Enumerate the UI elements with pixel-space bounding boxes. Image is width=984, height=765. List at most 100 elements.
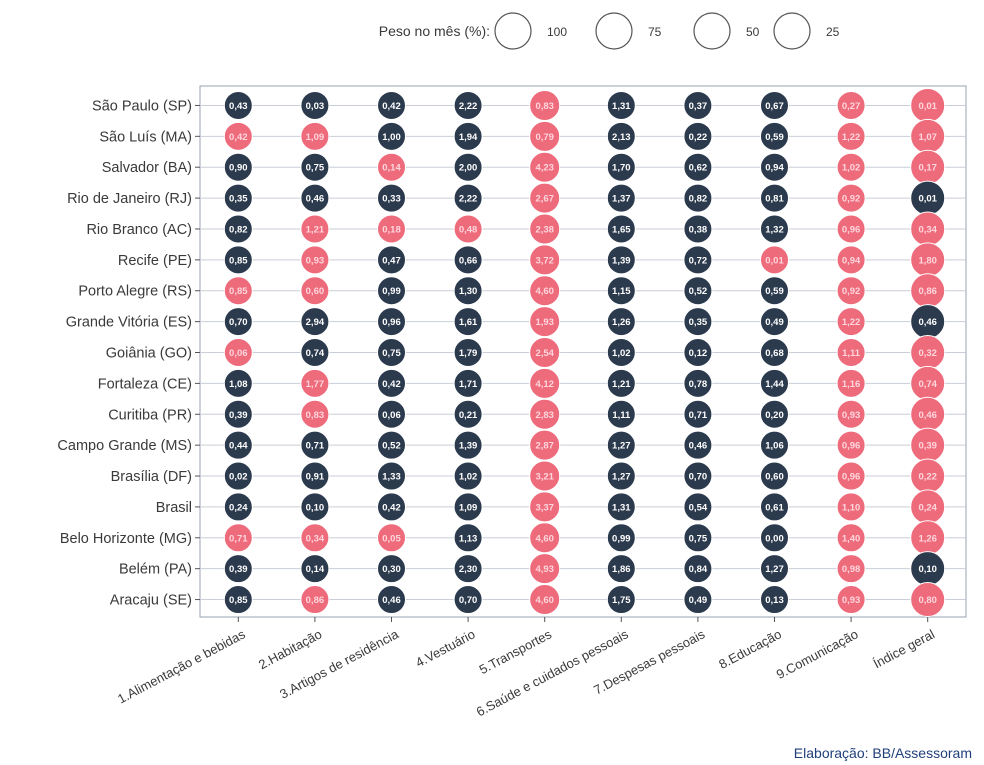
bubble	[377, 245, 406, 275]
bubble	[300, 90, 330, 120]
bubble	[683, 585, 713, 615]
bubble-value: 1,10	[842, 502, 861, 513]
bubble-value: 1,39	[612, 255, 631, 266]
bubble-value: 0,83	[306, 410, 325, 421]
bubble	[300, 338, 330, 367]
bubble	[836, 276, 866, 306]
bubble	[529, 429, 561, 461]
bubble-value: 1,44	[765, 379, 784, 390]
legend-size-label: 75	[648, 25, 662, 39]
credit-text: Elaboração: BB/Assessoram	[793, 745, 972, 761]
bubble-value: 0,94	[765, 163, 784, 174]
bubble	[300, 461, 330, 491]
bubble-value: 0,06	[229, 348, 248, 359]
bubble	[760, 585, 789, 615]
bubble	[529, 398, 561, 430]
bubble	[683, 245, 713, 275]
bubble	[760, 368, 789, 398]
bubble-value: 0,92	[842, 286, 861, 297]
bubble-value: 1,39	[459, 441, 478, 452]
row-label: Curitiba (PR)	[108, 407, 192, 423]
bubble	[453, 585, 483, 615]
bubble	[300, 585, 330, 615]
bubble	[223, 461, 253, 491]
column-label: Índice geral	[871, 626, 937, 671]
bubble	[377, 368, 406, 398]
bubble-value: 0,46	[382, 595, 401, 606]
bubble-value: 0,70	[229, 317, 248, 328]
bubble	[300, 245, 330, 275]
bubble	[453, 368, 483, 398]
row-label: Brasília (DF)	[111, 469, 192, 485]
bubble-value: 0,21	[459, 410, 478, 421]
bubble	[836, 307, 866, 337]
bubble	[836, 183, 866, 213]
bubble	[529, 306, 561, 338]
column-label: 2.Habitação	[256, 626, 324, 672]
bubble-value: 1,11	[842, 348, 861, 359]
bubble-value: 1,77	[306, 379, 325, 390]
bubble-value: 1,26	[612, 317, 631, 328]
bubble-value: 0,74	[306, 348, 325, 359]
bubble-value: 0,99	[382, 286, 401, 297]
legend-size-label: 25	[826, 25, 840, 39]
bubble	[836, 121, 866, 151]
bubble	[300, 307, 330, 337]
bubble	[453, 554, 483, 584]
bubble	[760, 399, 789, 429]
bubble-value: 0,98	[842, 564, 861, 575]
bubble-value: 0,71	[689, 410, 708, 421]
bubble	[223, 585, 253, 615]
bubble	[223, 492, 253, 522]
bubble	[606, 368, 636, 398]
bubble	[606, 585, 636, 615]
bubble	[760, 492, 789, 522]
bubble	[529, 522, 561, 554]
bubble-value: 1,93	[535, 317, 554, 328]
legend-size-circle	[693, 12, 731, 50]
bubble-value: 2,00	[459, 163, 478, 174]
bubble	[606, 338, 636, 367]
bubble-value: 4,60	[535, 286, 554, 297]
bubble-value: 0,85	[229, 595, 248, 606]
bubble-value: 3,21	[535, 472, 554, 483]
bubble-value: 1,09	[459, 502, 478, 513]
bubble	[606, 492, 636, 522]
bubble	[453, 307, 483, 337]
bubble-value: 1,00	[382, 132, 401, 143]
bubble-value: 0,70	[459, 595, 478, 606]
bubble	[683, 90, 713, 120]
bubble-value: 0,02	[229, 472, 248, 483]
bubble-value: 2,94	[306, 317, 325, 328]
bubble-value: 1,21	[306, 224, 325, 235]
bubble	[683, 307, 713, 337]
bubble-value: 0,33	[382, 194, 401, 205]
bubble-value: 1,22	[842, 317, 861, 328]
bubble-value: 0,42	[382, 101, 401, 112]
bubble	[377, 90, 406, 120]
bubble	[760, 152, 789, 182]
bubble	[529, 151, 561, 183]
bubble-value: 3,72	[535, 255, 554, 266]
bubble	[683, 276, 713, 306]
bubble	[453, 152, 483, 182]
bubble	[529, 367, 561, 399]
legend-size-label: 100	[547, 25, 567, 39]
bubble	[683, 368, 713, 398]
bubble-value: 0,84	[689, 564, 708, 575]
bubble	[223, 523, 253, 553]
bubble-value: 0,91	[306, 472, 325, 483]
bubble	[453, 338, 483, 367]
bubble-value: 0,86	[918, 286, 937, 297]
bubble	[836, 585, 866, 615]
row-label: Belo Horizonte (MG)	[60, 531, 192, 547]
bubble	[836, 492, 866, 522]
bubble-value: 2,54	[535, 348, 554, 359]
bubble	[606, 461, 636, 491]
bubble-value: 1,31	[612, 502, 631, 513]
bubble-value: 0,85	[229, 286, 248, 297]
bubble-value: 0,75	[306, 163, 325, 174]
bubble	[836, 338, 866, 367]
